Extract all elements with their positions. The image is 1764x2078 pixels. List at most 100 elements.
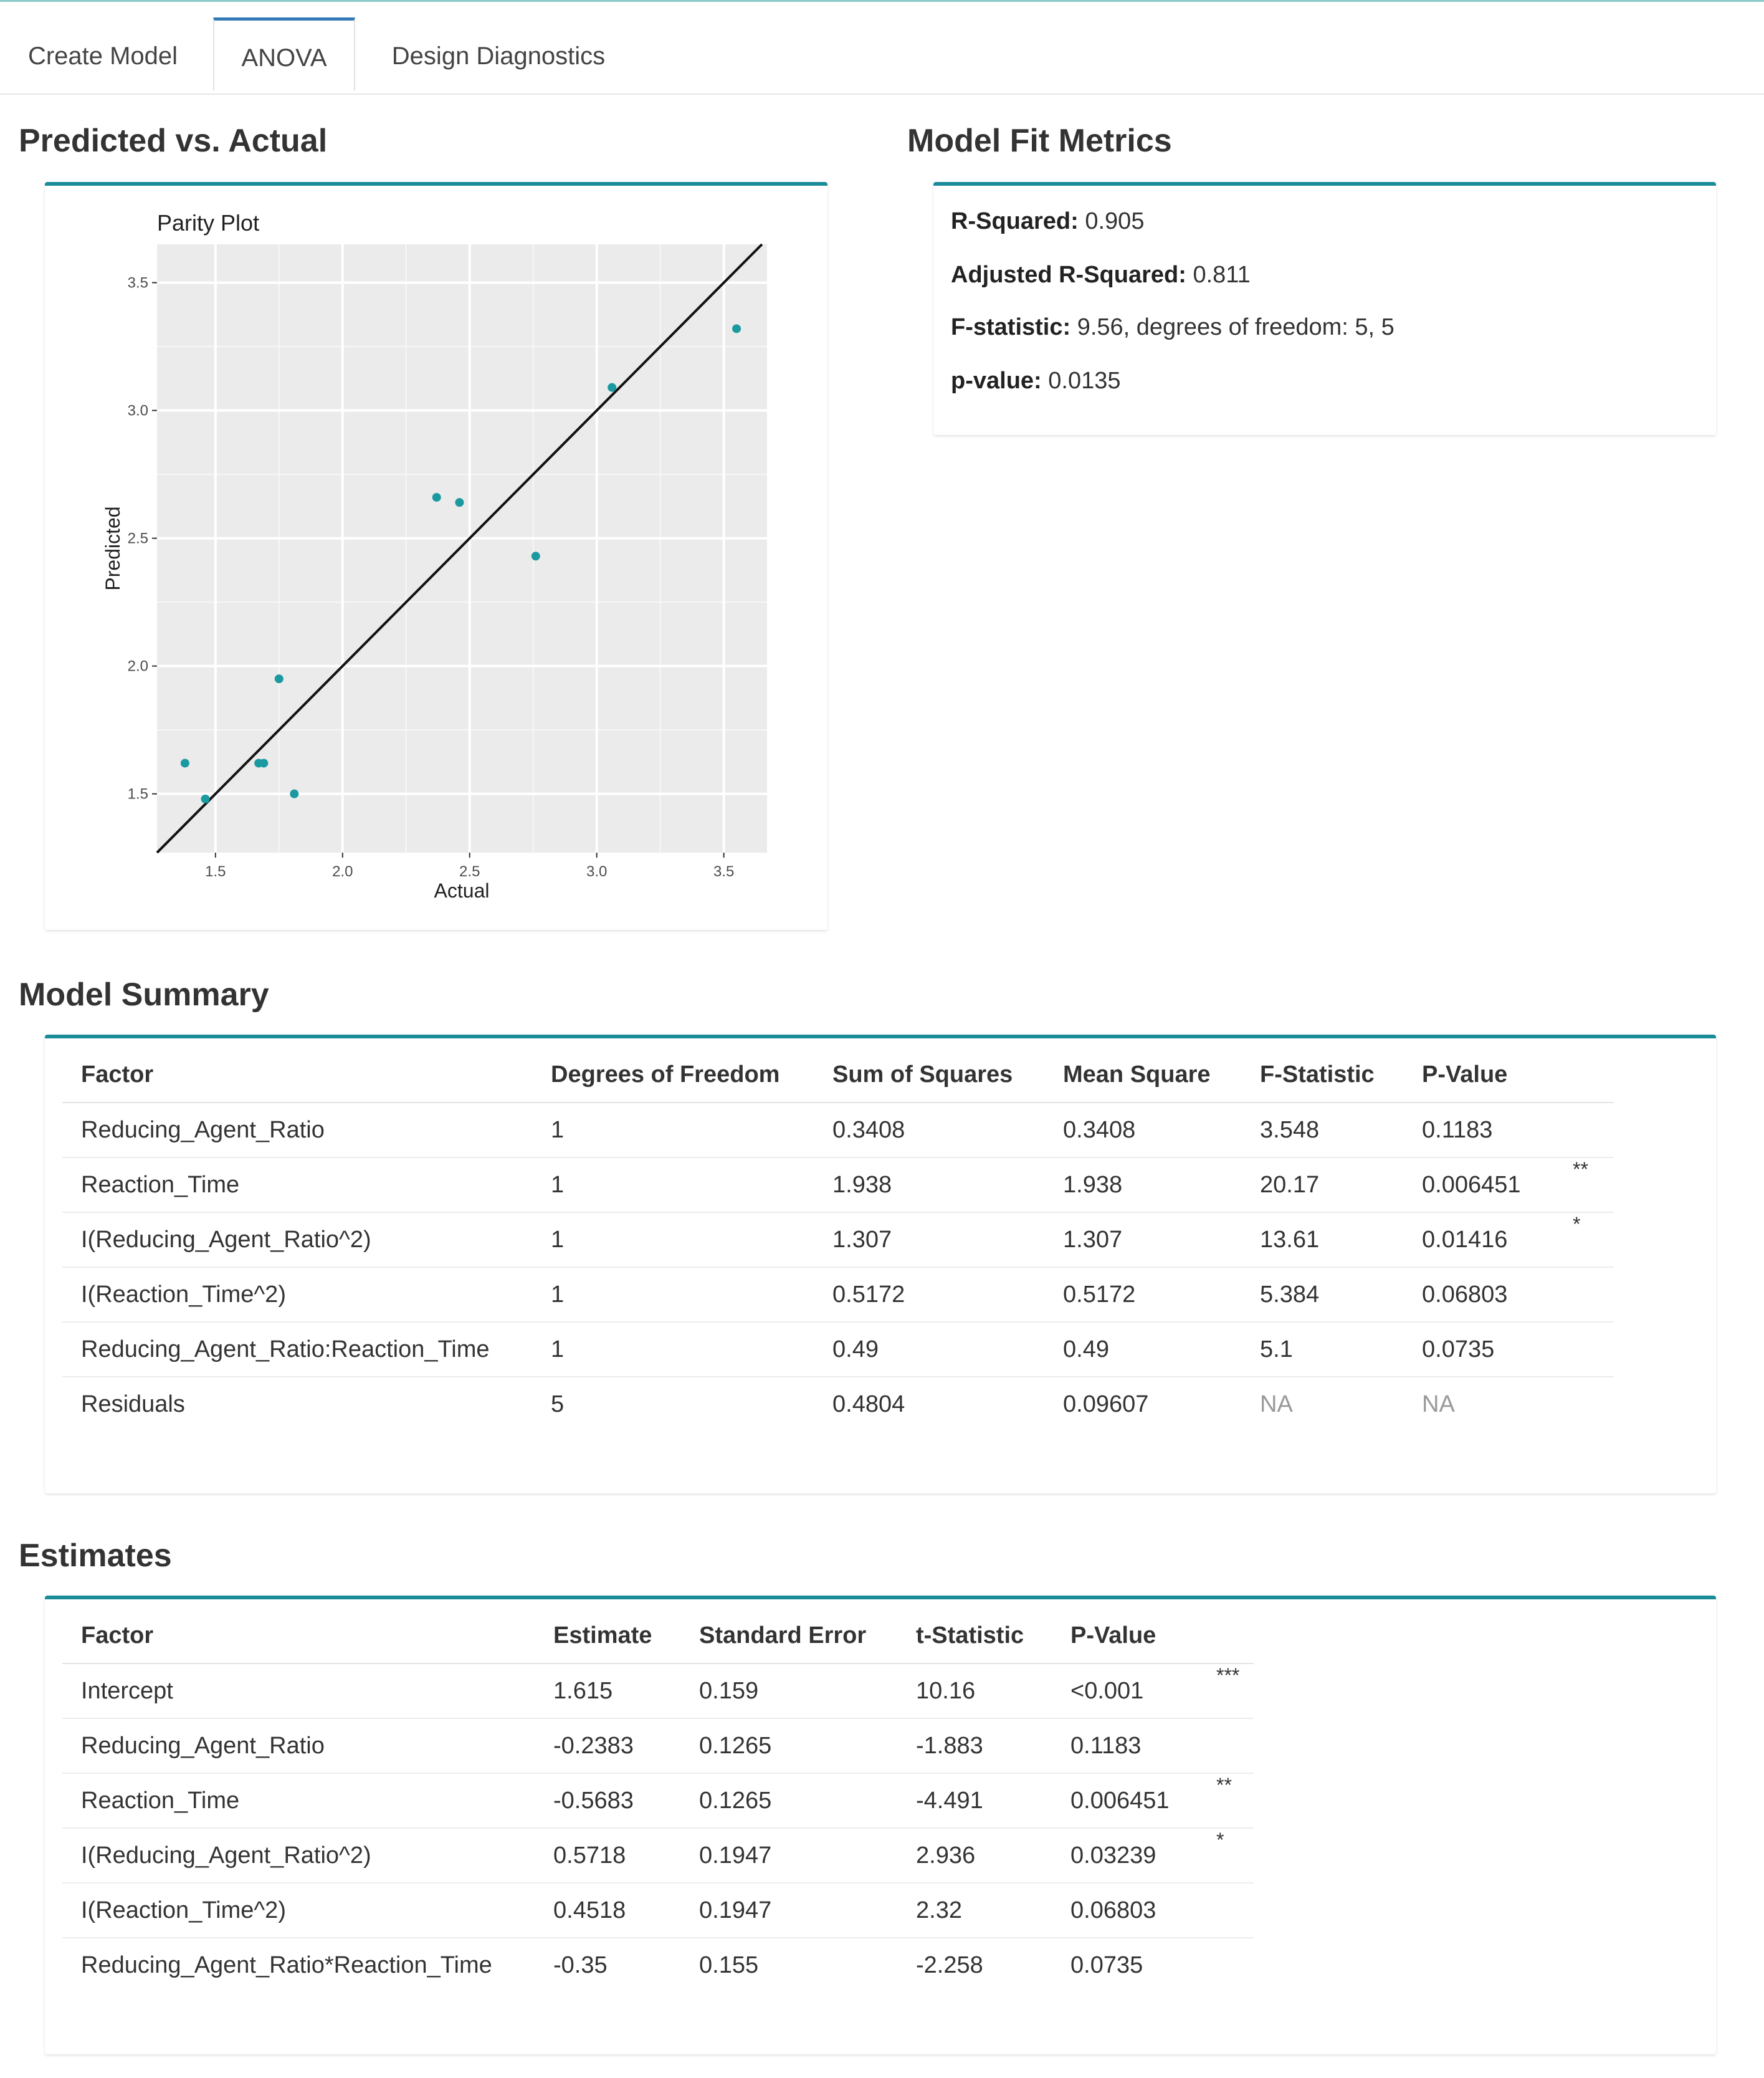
std-error-cell: 0.1947: [680, 1827, 897, 1883]
df-cell: 1: [532, 1321, 814, 1377]
column-header: Factor: [62, 1047, 532, 1103]
x-tick-label: 1.5: [205, 863, 226, 880]
std-error-cell: 0.1265: [680, 1718, 897, 1773]
ms-cell: 0.3408: [1063, 1116, 1136, 1143]
t-stat-cell: -1.883: [897, 1718, 1052, 1773]
adj-r-squared-metric: Adjusted R-Squared: 0.811: [951, 262, 1251, 289]
data-point: [274, 674, 284, 684]
ms-cell: 1.938: [1044, 1157, 1241, 1212]
factor-cell: Reducing_Agent_Ratio: [62, 1718, 535, 1773]
t-stat-cell: -2.258: [897, 1937, 1052, 1992]
column-header-significance: [1554, 1047, 1614, 1103]
ms-cell: 0.49: [1044, 1321, 1241, 1377]
model-summary-panel: Factor Degrees of Freedom Sum of Squares…: [45, 1035, 1716, 1493]
p-cell: <0.001: [1070, 1677, 1144, 1704]
significance-cell: [1554, 1266, 1614, 1322]
ss-cell: 0.49: [814, 1321, 1044, 1377]
data-point: [455, 498, 464, 507]
reference-line-group: [156, 243, 763, 854]
significance-cell: *: [1198, 1827, 1254, 1883]
f-cell: 3.548: [1260, 1116, 1320, 1143]
factor-cell: Reducing_Agent_Ratio: [81, 1116, 325, 1143]
df-cell: 1: [551, 1116, 565, 1143]
r-squared-value: 0.905: [1085, 208, 1145, 234]
p-value-value: 0.0135: [1048, 368, 1121, 394]
f-cell: 13.61: [1241, 1212, 1403, 1267]
parity-plot: Parity Plot 1.5 2.0 2.5 3.0 3.5 1.5 2.0 2.5 3.0…: [102, 210, 767, 902]
factor-cell: I(Reducing_Agent_Ratio^2): [62, 1827, 535, 1883]
table-row: Reducing_Agent_Ratio:Reaction_Time 1 0.4…: [62, 1321, 1614, 1377]
tab-create-model[interactable]: Create Model: [27, 42, 178, 70]
column-header: Sum of Squares: [814, 1047, 1044, 1103]
column-header: P-Value: [1052, 1608, 1198, 1664]
tab-anova[interactable]: ANOVA: [213, 17, 355, 91]
y-tick-label: 2.5: [128, 530, 148, 547]
f-cell: 5.384: [1241, 1266, 1403, 1322]
significance-cell: ***: [1216, 1664, 1240, 1687]
f-statistic-value: 9.56, degrees of freedom: 5, 5: [1077, 314, 1395, 340]
f-statistic-metric: F-statistic: 9.56, degrees of freedom: 5…: [951, 314, 1395, 341]
std-error-cell: 0.1947: [680, 1882, 897, 1938]
factor-cell: I(Reaction_Time^2): [62, 1882, 535, 1938]
model-summary-heading: Model Summary: [19, 977, 269, 1013]
y-tick-label: 3.5: [128, 275, 148, 292]
data-point: [259, 759, 269, 768]
t-stat-cell: 2.936: [897, 1827, 1052, 1883]
parity-plot-panel: Parity Plot 1.5 2.0 2.5 3.0 3.5 1.5 2.0 2.5 3.0…: [45, 182, 827, 930]
r-squared-label: R-Squared:: [951, 208, 1079, 234]
ss-cell: 0.5172: [814, 1266, 1044, 1322]
table-row: I(Reaction_Time^2) 1 0.5172 0.5172 5.384…: [62, 1266, 1614, 1322]
factor-cell: I(Reducing_Agent_Ratio^2): [62, 1212, 532, 1267]
table-row: Reducing_Agent_Ratio -0.2383 0.1265 -1.8…: [62, 1718, 1254, 1773]
r-squared-metric: R-Squared: 0.905: [951, 208, 1144, 235]
y-tick-label: 1.5: [128, 786, 148, 803]
tab-design-diagnostics[interactable]: Design Diagnostics: [391, 42, 606, 70]
estimates-heading: Estimates: [19, 1538, 172, 1574]
grid-lines: [157, 244, 767, 853]
column-header: F-Statistic: [1241, 1047, 1403, 1103]
table-row: Reducing_Agent_Ratio*Reaction_Time -0.35…: [62, 1937, 1254, 1992]
significance-cell: [1198, 1882, 1254, 1938]
std-error-cell: 0.155: [680, 1937, 897, 1992]
column-header: Degrees of Freedom: [532, 1047, 814, 1103]
p-cell: 0.03239: [1052, 1827, 1198, 1883]
table-row: I(Reaction_Time^2) 0.4518 0.1947 2.32 0.…: [62, 1882, 1254, 1938]
t-stat-cell: -4.491: [897, 1773, 1052, 1828]
factor-cell: Reducing_Agent_Ratio:Reaction_Time: [62, 1321, 532, 1377]
df-cell: 5: [532, 1376, 814, 1431]
factor-cell: I(Reaction_Time^2): [62, 1266, 532, 1322]
model-summary-table: Factor Degrees of Freedom Sum of Squares…: [62, 1047, 1614, 1431]
data-point: [608, 383, 617, 392]
data-point: [201, 794, 210, 803]
table-row: Residuals 5 0.4804 0.09607 NA NA: [62, 1376, 1614, 1431]
estimate-cell: -0.5683: [535, 1773, 680, 1828]
f-cell: NA: [1241, 1376, 1403, 1431]
df-cell: 1: [532, 1266, 814, 1322]
significance-cell: [1554, 1376, 1614, 1431]
estimate-cell: 1.615: [553, 1677, 613, 1704]
estimate-cell: -0.2383: [535, 1718, 680, 1773]
p-cell: 0.0735: [1052, 1937, 1198, 1992]
model-fit-panel: R-Squared: 0.905 Adjusted R-Squared: 0.8…: [933, 182, 1716, 435]
ss-cell: 0.3408: [832, 1116, 905, 1143]
column-header: Standard Error: [680, 1608, 897, 1664]
p-cell: 0.1183: [1422, 1116, 1493, 1143]
estimate-cell: 0.5718: [535, 1827, 680, 1883]
std-error-cell: 0.1265: [680, 1773, 897, 1828]
p-cell: 0.006451: [1052, 1773, 1198, 1828]
estimates-panel: Factor Estimate Standard Error t-Statist…: [45, 1596, 1716, 2054]
factor-cell: Residuals: [62, 1376, 532, 1431]
y-axis-ticks: 1.5 2.0 2.5 3.0 3.5: [128, 275, 157, 803]
predicted-vs-actual-heading: Predicted vs. Actual: [19, 123, 328, 159]
ms-cell: 1.307: [1044, 1212, 1241, 1267]
p-value-label: p-value:: [951, 368, 1042, 394]
x-axis-label: Actual: [434, 879, 490, 902]
significance-cell: [1554, 1103, 1614, 1157]
estimate-cell: -0.35: [535, 1937, 680, 1992]
data-point: [290, 789, 299, 798]
ms-cell: 0.09607: [1044, 1376, 1241, 1431]
tab-bar: Create Model ANOVA Design Diagnostics: [0, 17, 1764, 95]
t-stat-cell: 2.32: [897, 1882, 1052, 1938]
t-stat-cell: 10.16: [916, 1677, 976, 1704]
df-cell: 1: [532, 1212, 814, 1267]
